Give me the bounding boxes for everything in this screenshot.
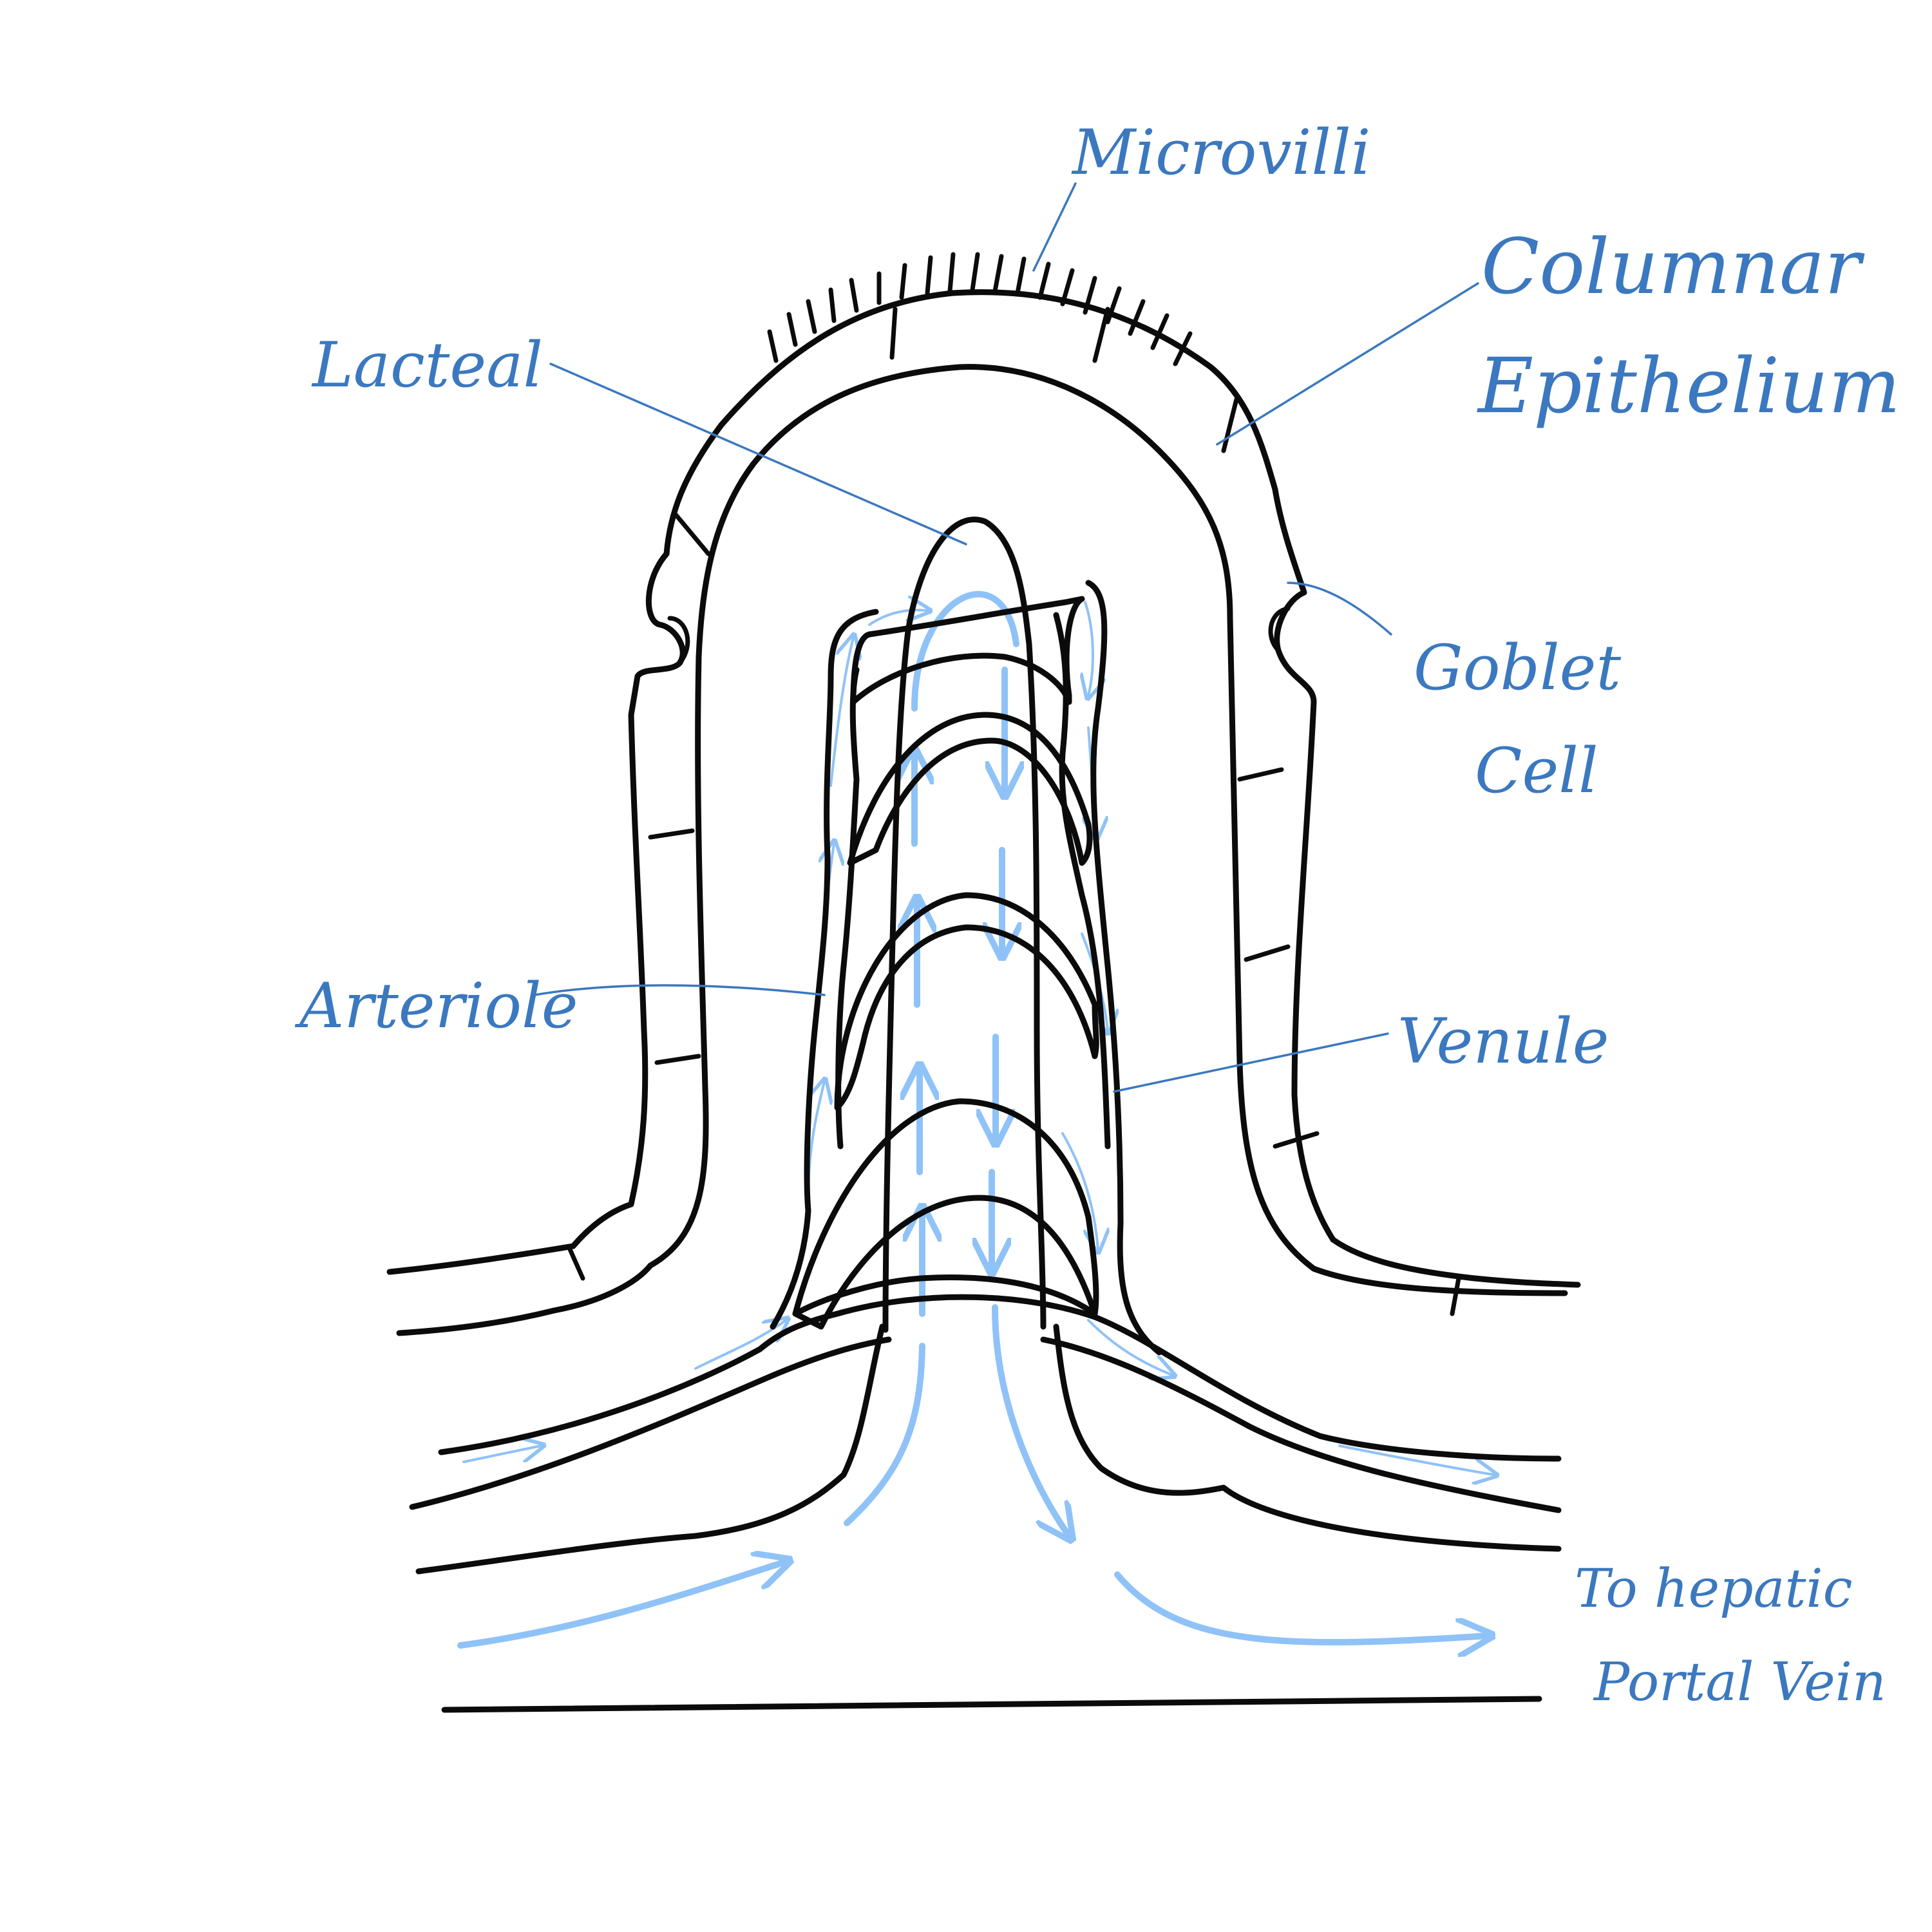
- microvillus-14: [1060, 268, 1075, 307]
- venule-leader: [1113, 1032, 1389, 1093]
- leader-lines: [533, 182, 1479, 1093]
- microvillus-12: [1015, 256, 1027, 296]
- submucosa-line-lower: [409, 1336, 892, 1510]
- cell-divider-7: [1237, 767, 1284, 782]
- microvilli-brush: [767, 252, 1193, 366]
- microvilli-label: Microvilli: [1071, 117, 1371, 189]
- microvillus-11: [992, 254, 1004, 294]
- goblet-cell-right: [1268, 606, 1291, 653]
- lacteal-leader: [549, 363, 967, 545]
- microvillus-3: [806, 299, 817, 334]
- microvillus-7: [899, 263, 907, 300]
- arteriole-up-arrow: [844, 1343, 925, 1526]
- capillary-loop-1: [850, 596, 1085, 705]
- capillary-flow-right-6: [1338, 1444, 1494, 1475]
- labels: Microvilli Columnar Epithelium Lacteal G…: [294, 117, 1900, 1713]
- capillary-flow-right: [1085, 601, 1093, 696]
- portal-label-line2: Portal Vein: [1593, 1652, 1886, 1713]
- microvillus-16: [1105, 286, 1122, 325]
- capillary-flow-left-2: [694, 1320, 786, 1370]
- microvillus-8: [925, 255, 933, 296]
- portal-vein-arrow: [1114, 1571, 1488, 1642]
- microvillus-13: [1037, 261, 1051, 300]
- microvillus-17: [1128, 299, 1146, 336]
- columnar-leader: [1216, 282, 1479, 446]
- microvillus: [767, 329, 779, 363]
- goblet-cell-left: [667, 616, 690, 666]
- capillary-flow-left-5: [829, 638, 853, 787]
- microvillus-4: [828, 287, 837, 323]
- capillary-loop-4: [792, 1098, 1099, 1330]
- cell-divider-11: [1450, 1276, 1461, 1316]
- cell-divider-8: [1244, 944, 1291, 962]
- capillary-loop-3: [834, 892, 1099, 1111]
- epithelium-inner: [396, 364, 1568, 1336]
- capillary-band-bottom: [792, 1274, 1098, 1317]
- submucosa-line-upper: [438, 1294, 1562, 1462]
- microvillus-10: [970, 252, 980, 292]
- villus-outline: [386, 289, 1581, 1713]
- microvillus-5: [849, 278, 859, 313]
- cell-divider-9: [1273, 1131, 1320, 1149]
- arteriole-tube: [770, 609, 879, 1330]
- columnar-label-line2: Epithelium: [1477, 341, 1900, 430]
- portal-label-line1: To hepatic: [1575, 1558, 1853, 1620]
- inflow-arrow: [457, 1562, 786, 1649]
- cell-divider-2: [1092, 307, 1110, 363]
- goblet-leader: [1287, 582, 1392, 636]
- capillary-flow-right-4: [1061, 1132, 1098, 1249]
- capillary-flow-right-5: [1087, 1319, 1172, 1375]
- capillary-flow-left: [462, 1446, 541, 1463]
- microvillus-9: [947, 252, 956, 294]
- microvillus-2: [786, 312, 798, 347]
- epithelium-outer: [386, 289, 1581, 1288]
- lacteal-label: Lacteal: [311, 329, 543, 401]
- arteriole-leader: [533, 984, 826, 996]
- venule-label: Venule: [1397, 1005, 1609, 1077]
- microvillus-15: [1083, 276, 1097, 315]
- cell-divider-5: [648, 828, 695, 840]
- goblet-label-line2: Cell: [1475, 735, 1598, 807]
- venule-out-arrow: [992, 1304, 1069, 1536]
- microvillus-18: [1150, 313, 1170, 350]
- cell-divider-6: [654, 1054, 701, 1065]
- microvillus-19: [1173, 331, 1193, 366]
- cell-divider-10: [567, 1247, 585, 1281]
- goblet-label-line1: Goblet: [1414, 632, 1621, 704]
- lacteal-tube: [882, 516, 1046, 1333]
- submucosa-line-lower-right: [1040, 1336, 1562, 1513]
- capillary-flow-top: [868, 610, 927, 626]
- deep-line-1: [415, 1323, 886, 1575]
- cell-divider: [889, 307, 898, 360]
- venule-tube: [1085, 580, 1162, 1356]
- cell-divider-3: [1221, 397, 1239, 453]
- columnar-label-line1: Columnar: [1481, 222, 1865, 311]
- arteriole-label: Arteriole: [294, 970, 578, 1042]
- cell-divider-4: [674, 513, 711, 556]
- flow-arrows: [457, 591, 1494, 1649]
- deep-line-1-right: [1053, 1323, 1562, 1552]
- capillary-loop-2: [847, 712, 1093, 866]
- muscularis-line: [441, 1696, 1542, 1713]
- microvilli-leader: [1032, 182, 1077, 272]
